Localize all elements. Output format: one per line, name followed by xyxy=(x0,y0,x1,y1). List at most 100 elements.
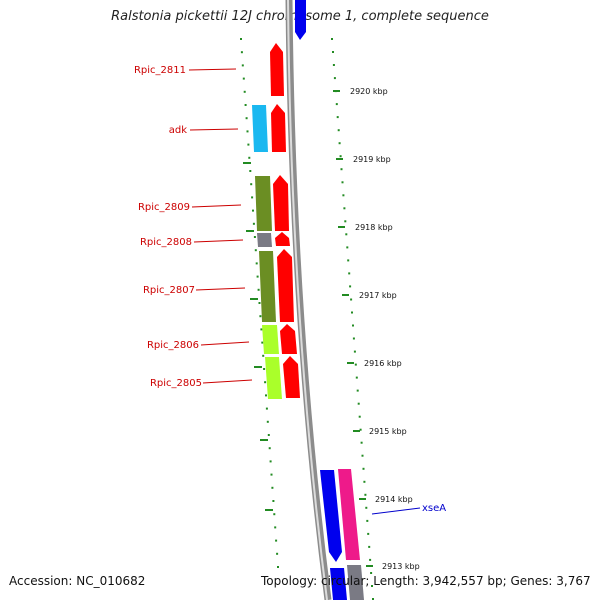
ruler-dot xyxy=(370,572,373,574)
ruler-dot xyxy=(343,207,346,210)
ruler-dot xyxy=(349,285,352,288)
ruler-dot xyxy=(341,181,344,184)
ruler-dot xyxy=(358,415,361,418)
xsea-leader-line xyxy=(371,507,421,515)
adk-block[interactable] xyxy=(252,105,268,152)
ruler-dot xyxy=(356,389,359,392)
ruler-dot xyxy=(333,77,336,80)
ruler-dot xyxy=(372,598,374,600)
gene-arrow-rpic-2808[interactable] xyxy=(275,232,290,246)
xsea-blue-arrow[interactable] xyxy=(320,470,342,562)
gene-blocks xyxy=(252,105,282,399)
ruler-dot xyxy=(352,337,355,340)
tick-label: 2918 kbp xyxy=(355,223,393,232)
ruler-dot xyxy=(253,236,256,238)
chromosome-backbone-highlight xyxy=(287,0,328,600)
ruler-dot xyxy=(353,350,356,353)
ruler-dot xyxy=(272,500,275,502)
xsea-genes xyxy=(320,469,364,600)
ruler-dot xyxy=(363,480,366,483)
ruler-dot xyxy=(241,64,244,67)
ruler-dot xyxy=(256,275,259,278)
ruler-dot xyxy=(259,315,262,318)
gene-arrow-rpic-2805[interactable] xyxy=(283,356,300,398)
ruler-dot xyxy=(240,51,243,54)
gene-arrow-rpic-2807[interactable] xyxy=(277,249,294,322)
gene-arrow-adk[interactable] xyxy=(271,104,286,152)
ruler-dot xyxy=(263,368,266,370)
ruler-dot xyxy=(344,220,347,223)
ruler-dot xyxy=(357,402,360,405)
inner-ruler-dots xyxy=(240,38,279,568)
ruler-dot xyxy=(268,447,271,450)
gene-label-adk[interactable]: adk xyxy=(169,125,187,136)
ruler-dot xyxy=(367,532,370,535)
ruler-dot xyxy=(350,298,353,301)
ruler-dot xyxy=(359,428,362,431)
ruler-dot xyxy=(247,143,250,146)
ruler-dot xyxy=(244,104,247,106)
ruler-dot xyxy=(345,233,348,236)
rpic-2806-block[interactable] xyxy=(262,325,279,354)
ruler-dot xyxy=(260,328,263,331)
ruler-dot xyxy=(270,473,273,476)
gene-label-rpic-2811[interactable]: Rpic_2811 xyxy=(134,65,186,76)
ruler-dot xyxy=(342,194,345,197)
bottom-partial-grey[interactable] xyxy=(347,565,364,600)
ruler-dot xyxy=(250,183,253,186)
gene-label-rpic-2807[interactable]: Rpic_2807 xyxy=(143,285,195,296)
ruler-dot xyxy=(240,38,242,40)
gene-arrow-rpic-2809[interactable] xyxy=(273,175,289,231)
partial-gene-top[interactable] xyxy=(295,0,306,40)
ruler-dot xyxy=(246,130,249,133)
ruler-dot xyxy=(245,117,248,120)
ruler-dot xyxy=(254,249,257,252)
ruler-dot xyxy=(337,129,340,132)
ruler-dot xyxy=(347,259,350,262)
gene-label-xsea[interactable]: xseA xyxy=(422,503,446,514)
ruler-dot xyxy=(274,526,277,529)
ruler-dot xyxy=(258,302,261,304)
ruler-dot xyxy=(267,434,270,436)
gene-label-rpic-2805[interactable]: Rpic_2805 xyxy=(150,378,202,389)
gene-arrow-rpic-2806[interactable] xyxy=(280,324,297,354)
tick-label: 2920 kbp xyxy=(350,87,388,96)
xsea-pink-block[interactable] xyxy=(338,469,360,560)
rpic-2805-block[interactable] xyxy=(265,357,282,399)
ruler-dot xyxy=(273,513,276,516)
ruler-dot xyxy=(264,381,267,384)
gene-arrow-rpic-2811[interactable] xyxy=(270,43,284,96)
ruler-dot xyxy=(276,552,279,555)
bottom-partial-blue[interactable] xyxy=(330,568,347,600)
ruler-dot xyxy=(368,545,371,548)
gene-label-rpic-2806[interactable]: Rpic_2806 xyxy=(147,340,199,351)
ruler-dot xyxy=(266,420,269,423)
ruler-dot xyxy=(261,341,264,344)
ruler-dot xyxy=(332,51,334,53)
ruler-dot xyxy=(265,394,267,397)
rpic-2807-block[interactable] xyxy=(259,251,276,322)
gene-label-rpic-2808[interactable]: Rpic_2808 xyxy=(140,237,192,248)
tick-label: 2913 kbp xyxy=(382,562,420,571)
tick-label: 2916 kbp xyxy=(364,359,402,368)
ruler-dot xyxy=(371,585,373,587)
outer-ruler-dots xyxy=(331,38,374,600)
ruler-dot xyxy=(354,363,357,366)
ruler-dot xyxy=(251,196,254,199)
ruler-dot xyxy=(243,90,246,93)
ruler-dot xyxy=(269,460,272,463)
ruler-dot xyxy=(255,262,258,265)
gene-label-rpic-2809[interactable]: Rpic_2809 xyxy=(138,202,190,213)
ruler-dot xyxy=(351,311,353,314)
label-leader-lines xyxy=(188,68,253,384)
ruler-dot xyxy=(332,64,335,66)
ruler-dot xyxy=(360,441,363,444)
rpic-2808-block[interactable] xyxy=(257,233,272,247)
rpic-2809-block[interactable] xyxy=(255,176,272,231)
ruler-dot xyxy=(366,519,369,522)
ruler-dot xyxy=(338,142,341,145)
ruler-dot xyxy=(248,156,251,159)
tick-label: 2915 kbp xyxy=(369,427,407,436)
tick-label: 2919 kbp xyxy=(353,155,391,164)
